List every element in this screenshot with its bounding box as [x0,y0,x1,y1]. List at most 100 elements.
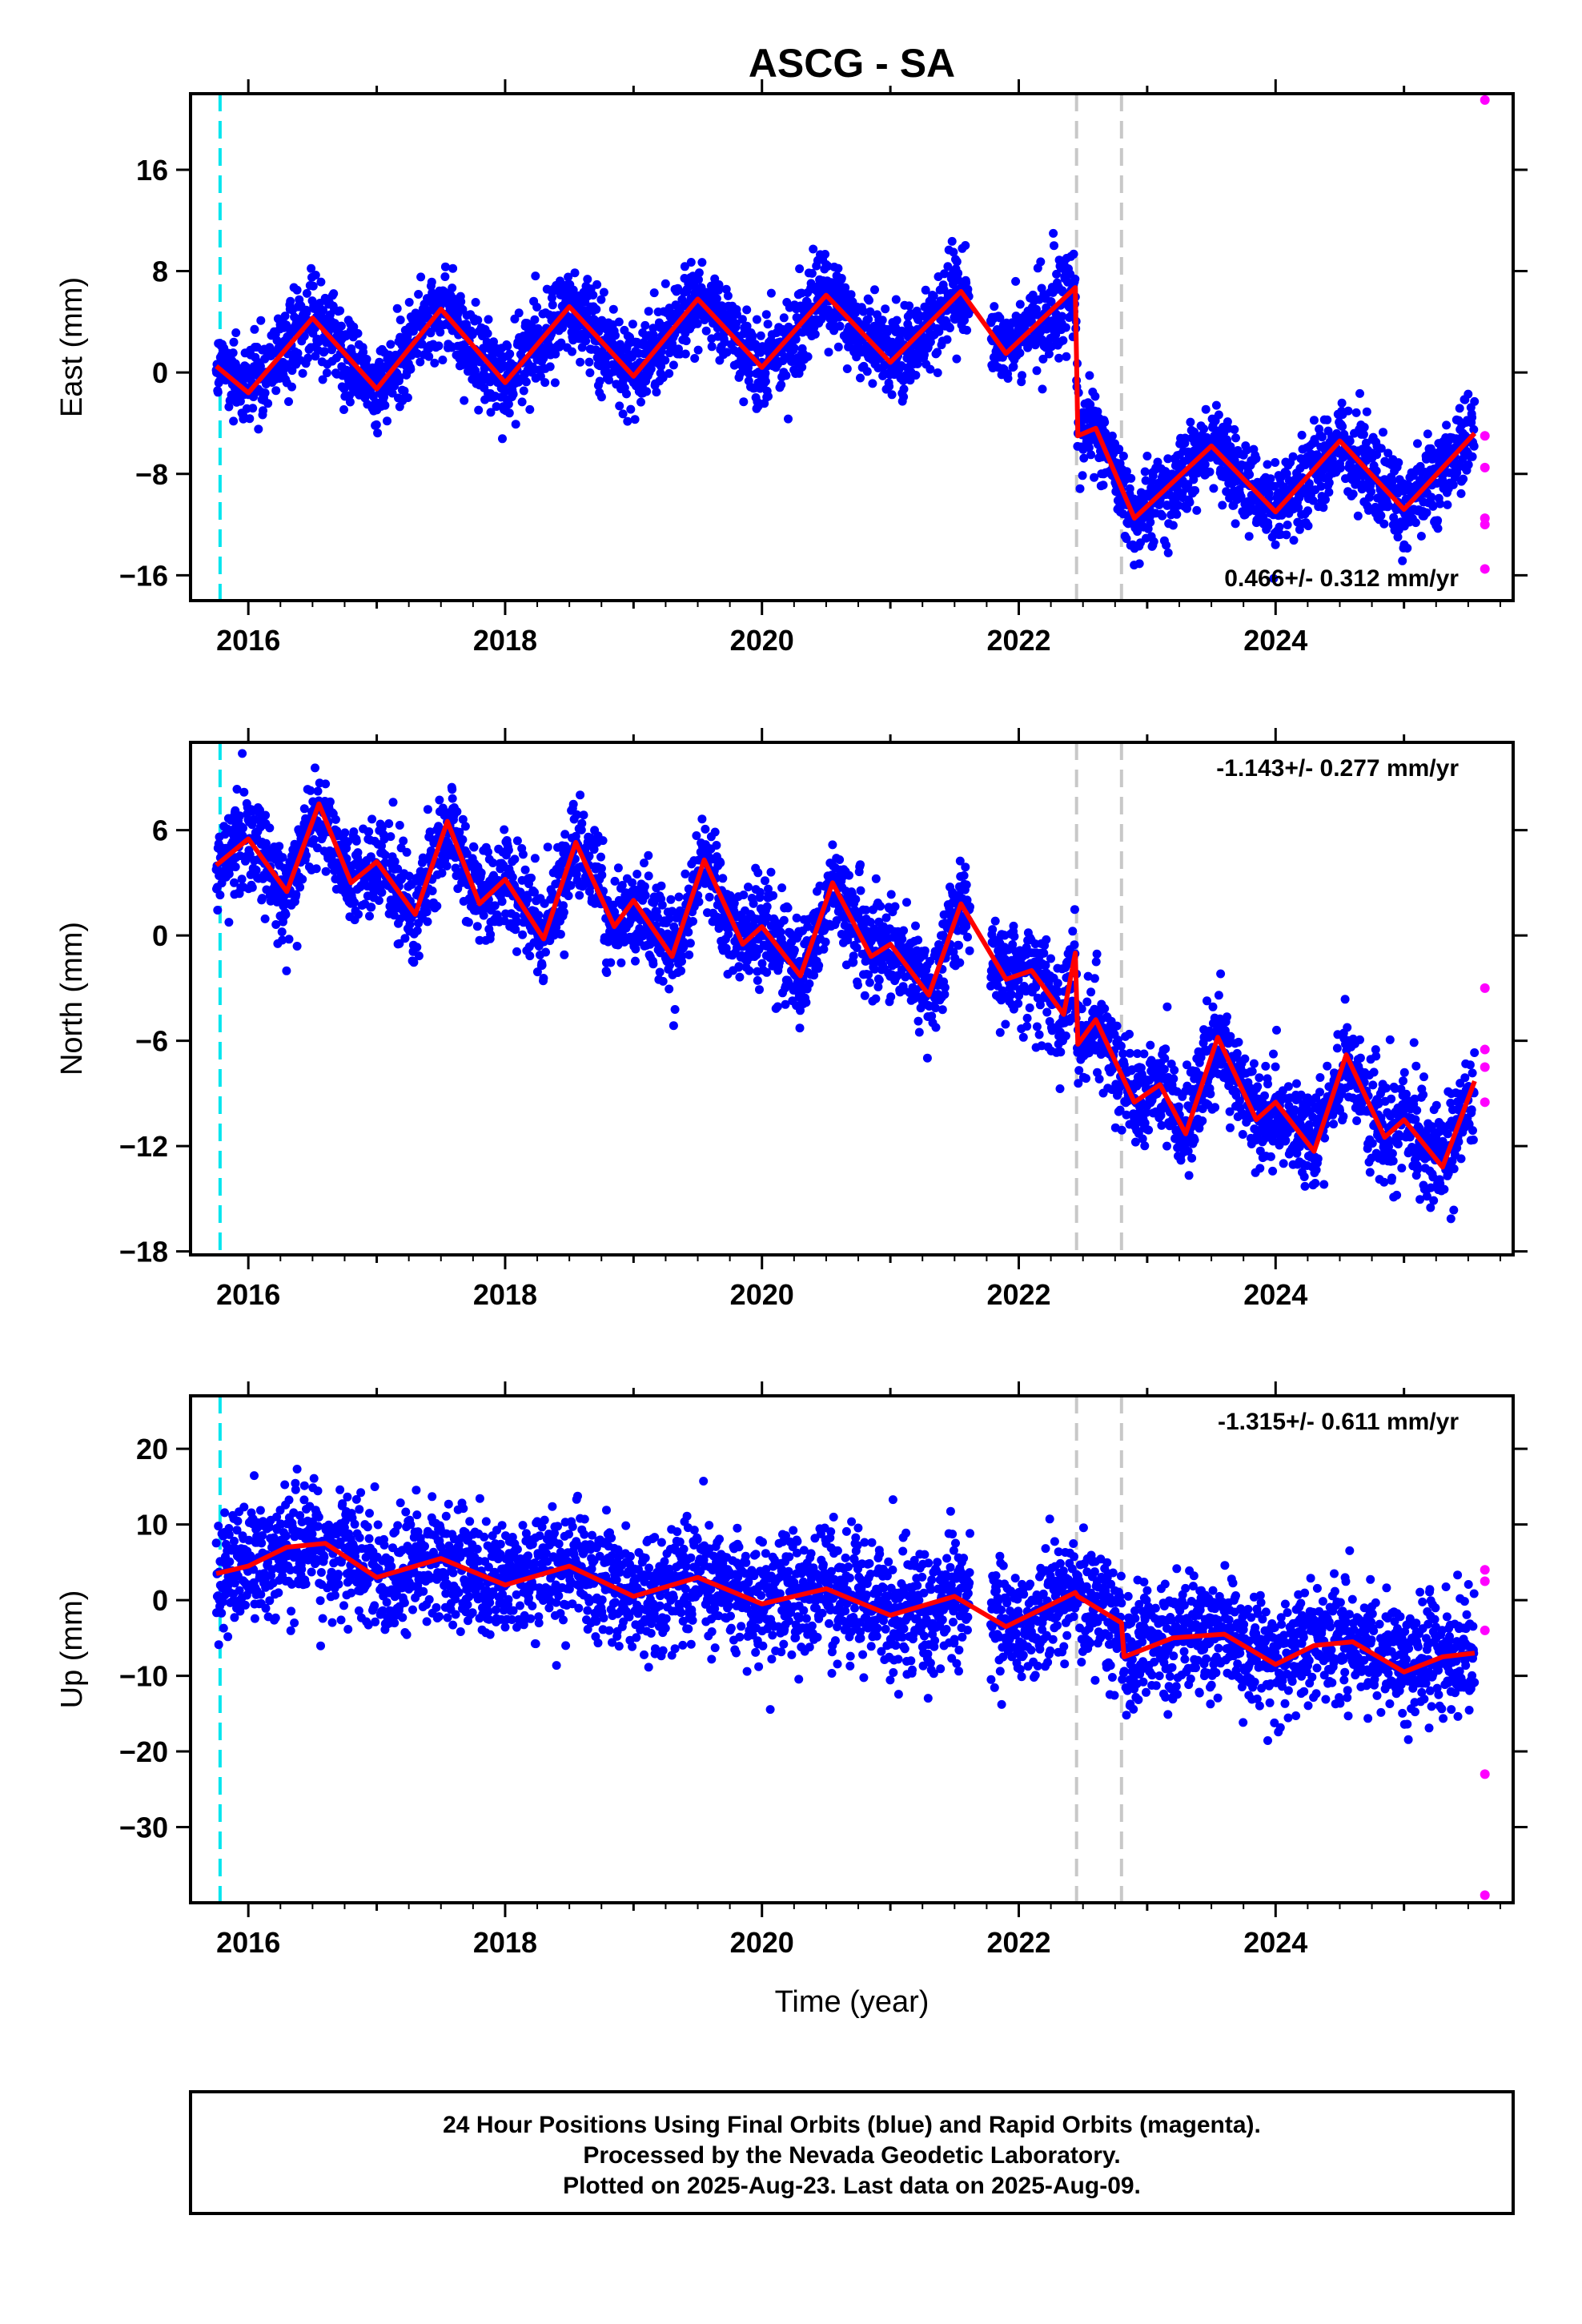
final-point [1090,472,1099,482]
final-point [1372,450,1382,460]
final-point [486,408,496,417]
final-point [649,288,659,298]
final-point [316,277,326,287]
final-point [564,272,573,282]
final-point [1100,417,1110,427]
final-point [1069,249,1078,259]
final-point [308,281,318,291]
final-point [537,960,547,970]
final-point [278,853,287,862]
final-point [962,325,972,335]
final-point [748,331,757,340]
final-point [469,842,479,852]
final-point [762,902,772,911]
final-point [1263,521,1273,531]
final-point [460,396,469,405]
final-point [1468,452,1477,461]
final-point [556,338,566,348]
final-point [460,822,470,831]
final-point [298,875,307,884]
final-point [271,920,281,929]
final-point [1345,436,1355,446]
final-point [424,352,434,361]
final-point [745,966,754,975]
final-point [1470,396,1480,406]
final-point [390,857,400,866]
final-point [426,846,436,855]
final-point [1398,556,1407,565]
final-point [1142,452,1152,460]
final-point [685,939,695,948]
final-point [1289,536,1299,545]
rapid-point [1480,462,1490,472]
final-point [596,863,606,873]
final-point [744,943,753,953]
final-point [1455,404,1464,413]
final-point [1168,521,1178,530]
final-point [952,354,962,364]
final-point [351,836,361,846]
final-point [1251,454,1261,464]
final-point [577,818,587,828]
final-point [395,939,404,948]
final-point [1282,530,1291,540]
final-point [1376,511,1386,521]
final-point [325,797,335,806]
final-point [329,289,339,299]
final-point [693,345,703,355]
final-point [732,319,741,328]
final-point [1078,471,1087,480]
final-point [412,943,422,952]
final-point [371,420,381,429]
x-tick-label: 2022 [986,624,1050,657]
final-point [1316,481,1326,491]
final-point [1459,474,1468,484]
final-point [231,862,240,871]
final-point [1086,400,1095,409]
final-point [657,900,667,910]
final-point [905,301,914,311]
final-point [1394,458,1403,468]
final-point [753,975,762,985]
final-point [416,272,426,282]
final-point [345,397,355,407]
final-point [1318,432,1327,442]
final-point [752,315,761,324]
final-point [302,850,311,860]
final-point [1351,408,1361,417]
final-point [511,420,520,429]
final-point [803,352,813,361]
final-point [934,327,944,336]
final-point [1297,430,1307,440]
final-point [396,316,405,324]
final-point [395,821,404,830]
final-point [926,364,935,374]
final-point [640,891,650,900]
final-point [745,369,754,379]
final-point [448,785,457,794]
final-point [865,307,875,316]
final-point [339,405,348,414]
final-point [588,291,598,300]
final-point [417,339,427,348]
final-point [331,814,340,824]
final-point [610,876,620,886]
final-point [430,358,440,368]
east-frame [189,92,1515,602]
final-point [1168,470,1177,480]
final-point [653,913,663,923]
final-point [1223,417,1232,427]
final-point [724,930,733,939]
final-point [1075,484,1085,493]
final-point [592,279,602,289]
final-point [568,799,578,809]
final-point [739,397,749,407]
final-point [842,364,852,373]
final-point [474,405,484,415]
final-point [656,347,666,356]
final-point [1271,540,1280,549]
final-point [438,803,448,813]
final-point [933,368,942,377]
final-point [1469,441,1479,451]
